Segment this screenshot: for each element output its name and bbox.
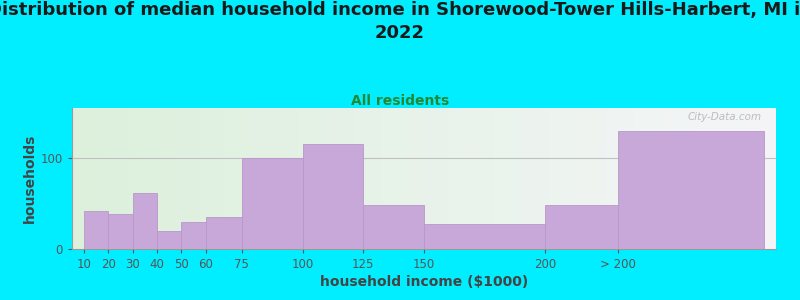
Bar — [546, 205, 618, 249]
Bar — [133, 193, 157, 249]
Bar — [618, 131, 764, 249]
Text: City-Data.com: City-Data.com — [688, 112, 762, 122]
Bar — [109, 214, 133, 249]
Bar — [84, 211, 109, 249]
X-axis label: household income ($1000): household income ($1000) — [320, 275, 528, 289]
Bar — [182, 222, 206, 249]
Bar — [206, 217, 242, 249]
Bar — [363, 205, 424, 249]
Bar — [302, 144, 363, 249]
Bar — [424, 224, 546, 249]
Y-axis label: households: households — [22, 134, 37, 223]
Text: Distribution of median household income in Shorewood-Tower Hills-Harbert, MI in
: Distribution of median household income … — [0, 2, 800, 42]
Text: All residents: All residents — [351, 94, 449, 109]
Bar — [242, 158, 302, 249]
Bar — [157, 231, 182, 249]
